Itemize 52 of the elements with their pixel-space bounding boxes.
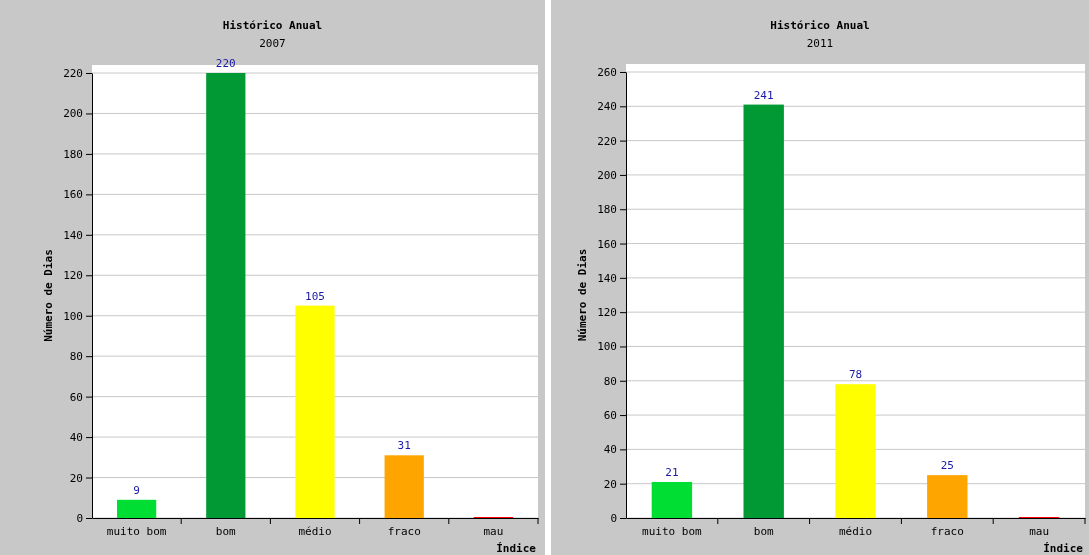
- y-tick-label: 180: [63, 147, 83, 161]
- x-tick-label: muito bom: [106, 524, 167, 538]
- x-tick-label: médio: [298, 524, 332, 538]
- x-tick-label: muito bom: [642, 524, 703, 538]
- y-tick-label: 80: [69, 350, 83, 364]
- y-tick-label: 160: [597, 237, 617, 251]
- y-axis-title: Número de Dias: [576, 248, 589, 342]
- chart-subtitle: 2011: [806, 37, 834, 50]
- chart-title: Histórico Anual: [222, 19, 323, 32]
- y-tick-label: 20: [603, 477, 617, 491]
- x-axis-title: Índice: [1043, 542, 1084, 555]
- y-tick-label: 140: [63, 228, 83, 242]
- x-axis-title: Índice: [496, 542, 537, 555]
- y-tick-label: 200: [597, 168, 617, 182]
- data-label: 9: [133, 483, 140, 497]
- y-tick-label: 20: [69, 471, 83, 485]
- data-label: 241: [753, 88, 774, 102]
- x-tick-label: fraco: [930, 524, 964, 538]
- chart-subtitle: 2007: [259, 37, 286, 50]
- y-tick-label: 100: [597, 340, 617, 354]
- x-tick-label: bom: [215, 524, 237, 538]
- y-tick-label: 240: [597, 100, 617, 114]
- y-tick-label: 260: [597, 66, 617, 80]
- y-tick-label: 80: [603, 374, 617, 388]
- y-axis-title: Número de Dias: [42, 249, 55, 342]
- x-tick-label: bom: [753, 524, 775, 538]
- y-tick-label: 100: [63, 309, 83, 323]
- chart-title: Histórico Anual: [770, 19, 870, 32]
- x-tick-label: mau: [1029, 524, 1050, 538]
- y-tick-label: 0: [610, 512, 617, 526]
- data-label: 21: [665, 465, 679, 479]
- data-label: 78: [848, 368, 863, 382]
- y-tick-label: 220: [63, 67, 83, 81]
- y-tick-label: 180: [597, 203, 617, 217]
- data-label: 31: [397, 439, 411, 453]
- data-label: 220: [215, 57, 236, 70]
- y-tick-label: 60: [69, 390, 83, 404]
- y-tick-label: 120: [597, 306, 617, 320]
- y-tick-label: 0: [76, 512, 83, 526]
- x-tick-label: fraco: [387, 524, 421, 538]
- y-tick-label: 160: [63, 188, 83, 202]
- y-tick-label: 200: [63, 107, 83, 121]
- data-label: 105: [305, 289, 325, 303]
- y-tick-label: 220: [597, 134, 617, 148]
- y-tick-label: 120: [63, 269, 83, 283]
- data-label: 25: [940, 459, 954, 473]
- y-tick-label: 60: [603, 409, 617, 423]
- y-tick-label: 140: [597, 271, 617, 285]
- y-tick-label: 40: [603, 443, 617, 457]
- x-tick-label: mau: [483, 524, 504, 538]
- x-tick-label: médio: [838, 524, 873, 538]
- y-tick-label: 40: [69, 431, 83, 445]
